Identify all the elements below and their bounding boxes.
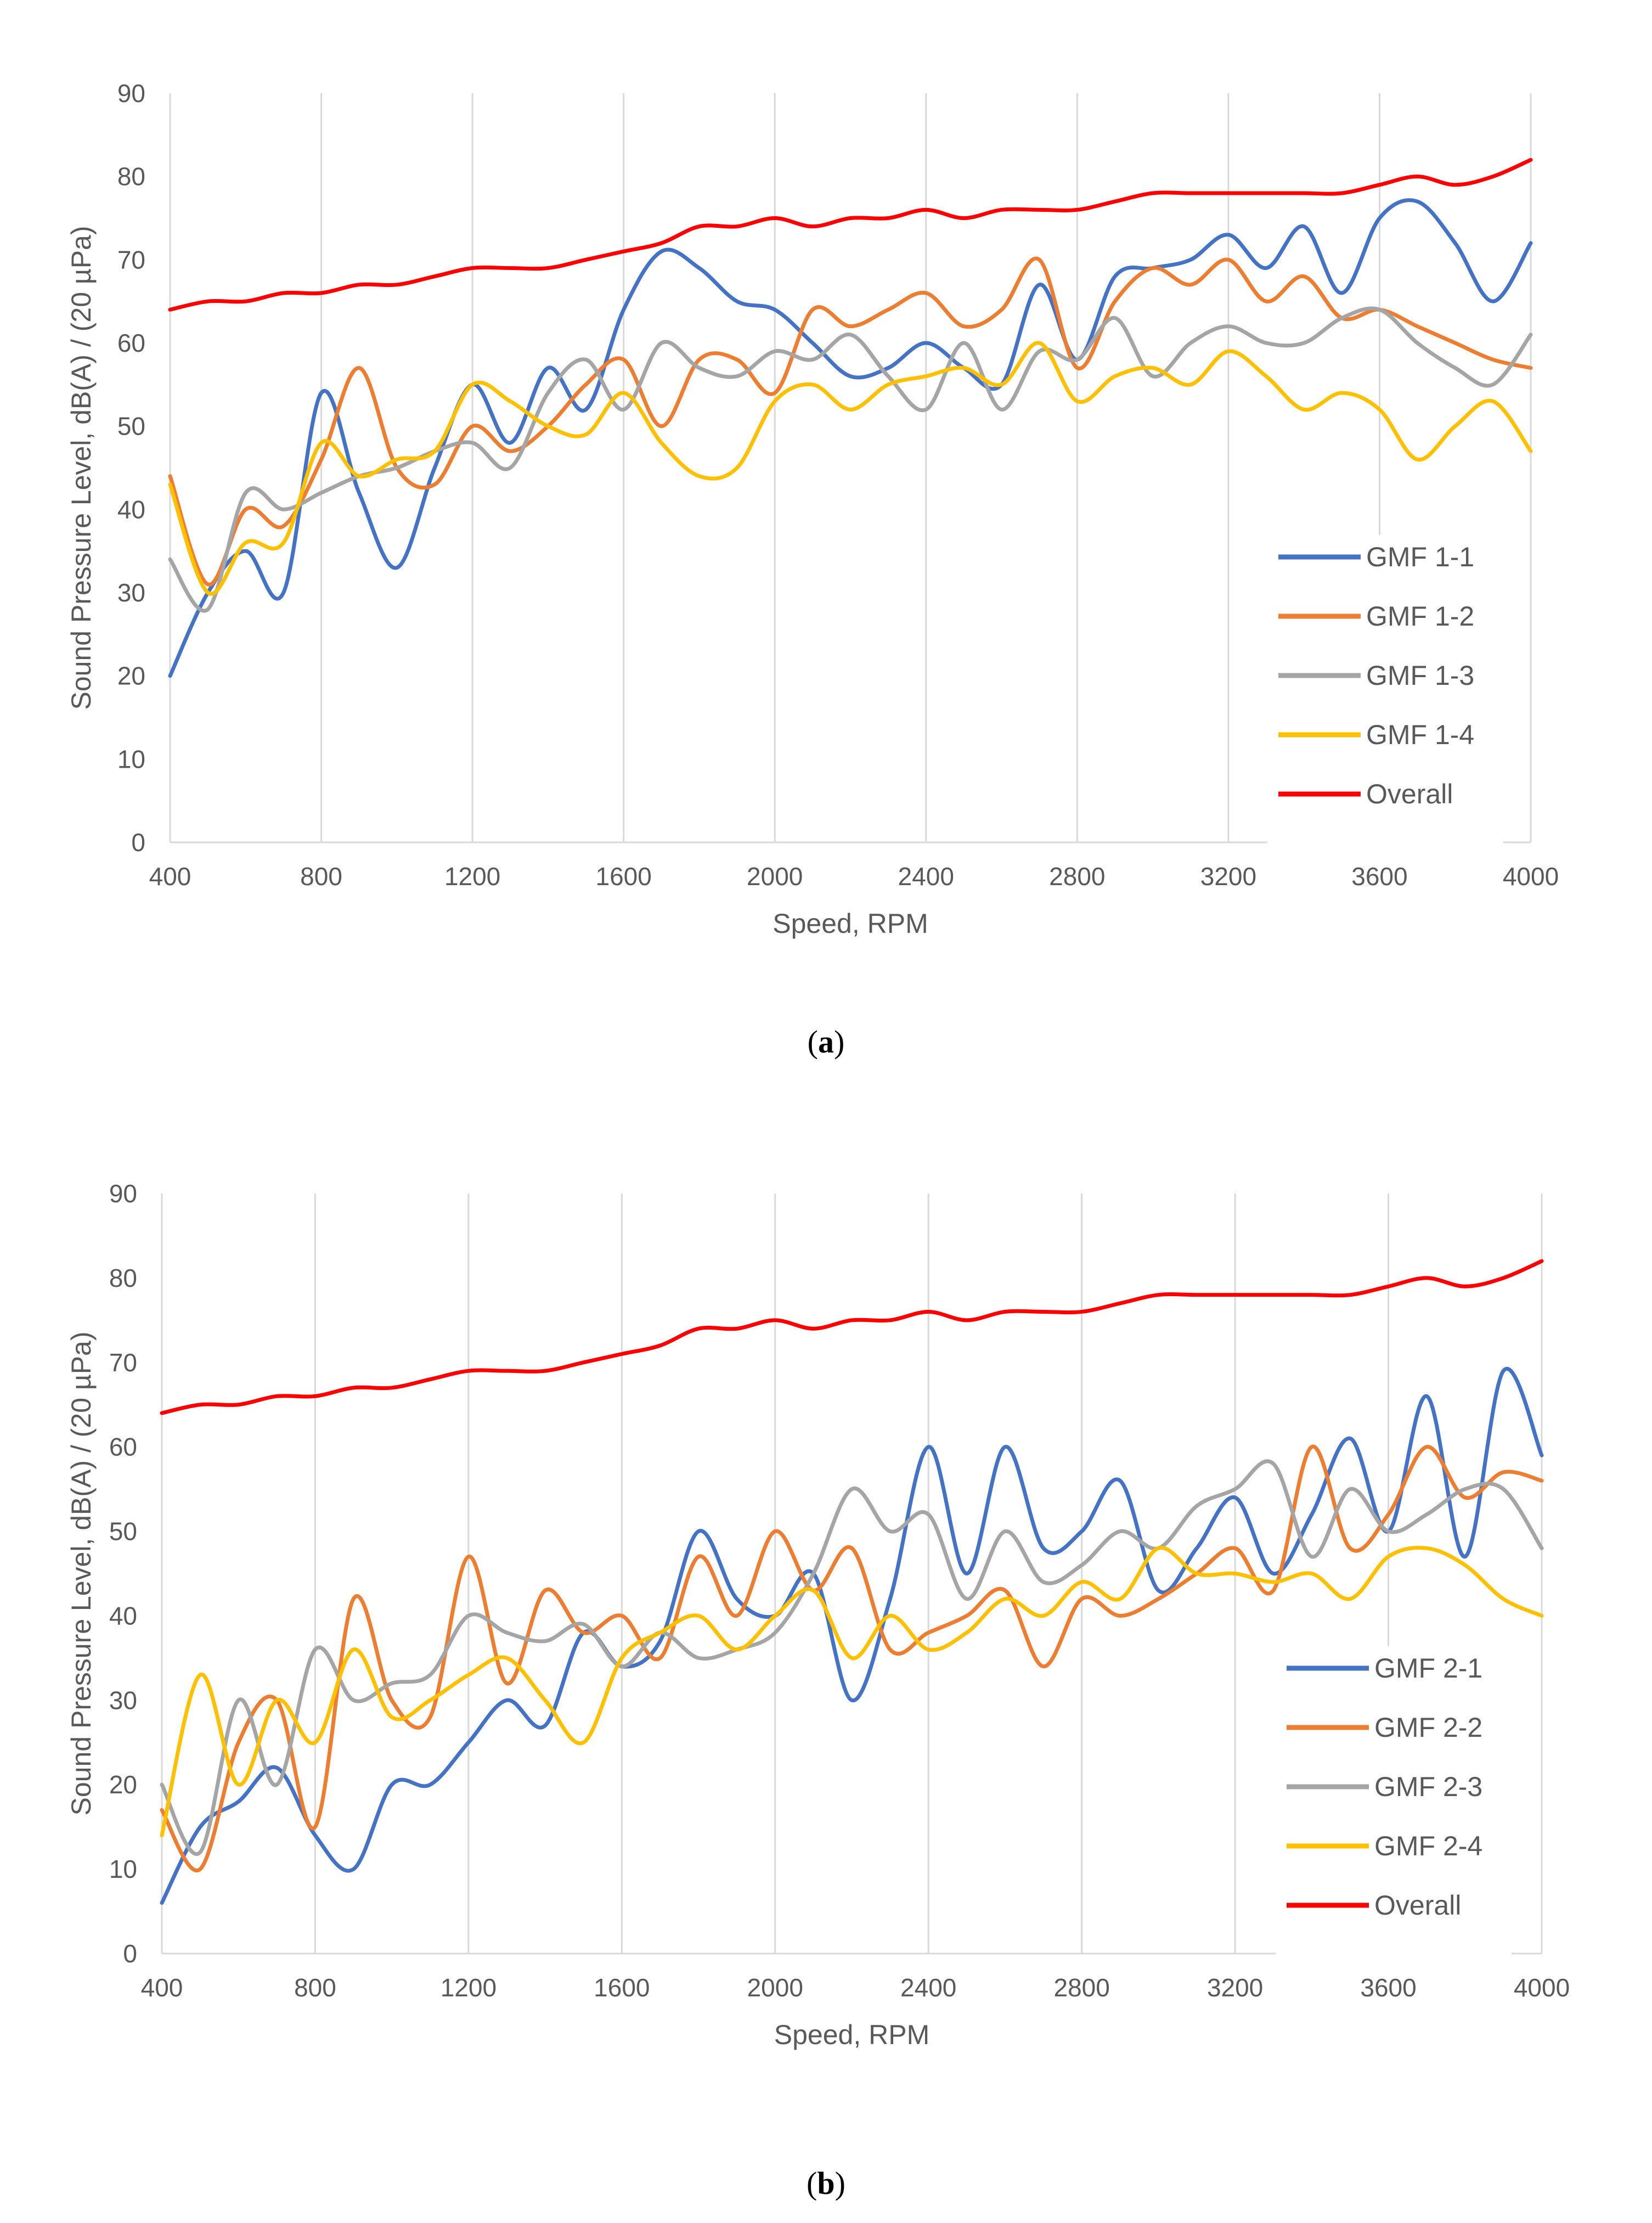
x-tick-label: 2400 — [900, 1973, 956, 2002]
x-tick-label: 2800 — [1049, 862, 1105, 891]
y-axis-title: Sound Pressure Level, dB(A) / (20 µPa) — [66, 226, 97, 710]
x-tick-label: 1200 — [444, 862, 500, 891]
y-tick-label: 10 — [117, 745, 145, 773]
y-tick-label: 30 — [117, 578, 145, 607]
y-tick-label: 20 — [117, 662, 145, 690]
y-tick-label: 50 — [117, 412, 145, 441]
series-line-gmf-2-1 — [160, 1367, 1544, 1905]
series-line-gmf-1-1 — [168, 198, 1533, 678]
x-tick-label: 4000 — [1514, 1973, 1570, 2002]
series-line-gmf-1-4 — [168, 341, 1533, 596]
legend-label: GMF 1-2 — [1366, 601, 1474, 632]
x-tick-label: 400 — [149, 862, 191, 891]
legend-box — [1267, 535, 1503, 853]
x-axis-title: Speed, RPM — [774, 2019, 929, 2050]
x-tick-label: 3200 — [1200, 862, 1256, 891]
x-tick-label: 2000 — [747, 862, 803, 891]
x-tick-label: 1600 — [594, 1973, 650, 2002]
series-line-gmf-1-2 — [168, 256, 1533, 587]
chart-b: 400 800 1200 1600 2000 2400 2800 3200 3600 4000 0 1… — [66, 1179, 1570, 2050]
chart-a: 400 800 1200 1600 2000 2400 2800 3200 3600 4000 0 1… — [66, 79, 1559, 939]
y-tick-label: 40 — [109, 1601, 137, 1630]
y-tick-label: 70 — [109, 1348, 137, 1377]
x-tick-label: 3600 — [1351, 862, 1407, 891]
series-line-overall — [160, 1259, 1544, 1415]
legend-label: GMF 1-1 — [1366, 542, 1474, 572]
legend-label: Overall — [1366, 779, 1453, 809]
y-tick-label: 90 — [117, 79, 145, 108]
series-line-gmf-2-2 — [160, 1444, 1544, 1873]
y-tick-label: 30 — [109, 1686, 137, 1714]
y-tick-label: 60 — [109, 1433, 137, 1461]
legend-label: GMF 2-4 — [1374, 1831, 1482, 1861]
y-tick-label: 80 — [109, 1264, 137, 1292]
x-tick-label: 2400 — [898, 862, 954, 891]
x-tick-label: 2800 — [1053, 1973, 1109, 2002]
legend-label: GMF 1-3 — [1366, 660, 1474, 691]
caption-a: (a) — [807, 1024, 845, 1060]
y-tick-label: 40 — [117, 495, 145, 524]
x-tick-label: 2000 — [747, 1973, 803, 2002]
y-tick-label: 0 — [131, 828, 145, 857]
legend-label: GMF 2-2 — [1374, 1712, 1482, 1743]
series-line-gmf-2-4 — [160, 1545, 1544, 1838]
legend-label: GMF 2-3 — [1374, 1771, 1482, 1802]
x-tick-label: 4000 — [1503, 862, 1559, 891]
y-axis-title: Sound Pressure Level, dB(A) / (20 µPa) — [66, 1331, 97, 1815]
y-tick-label: 90 — [109, 1179, 137, 1208]
y-tick-label: 0 — [123, 1939, 137, 1968]
x-tick-label: 3600 — [1360, 1973, 1416, 2002]
legend-label: GMF 1-4 — [1366, 719, 1474, 750]
legend-label: Overall — [1374, 1890, 1461, 1921]
x-tick-label: 400 — [141, 1973, 183, 2002]
x-tick-label: 3200 — [1207, 1973, 1263, 2002]
y-tick-label: 70 — [117, 245, 145, 274]
y-tick-label: 10 — [109, 1855, 137, 1883]
y-tick-label: 80 — [117, 162, 145, 191]
legend-label: GMF 2-1 — [1374, 1653, 1482, 1684]
series-line-gmf-2-3 — [160, 1459, 1544, 1856]
x-tick-label: 800 — [300, 862, 342, 891]
x-tick-label: 1600 — [595, 862, 651, 891]
x-tick-label: 1200 — [441, 1973, 497, 2002]
y-tick-label: 20 — [109, 1770, 137, 1799]
caption-b: (b) — [807, 2165, 845, 2201]
series-line-overall — [168, 157, 1533, 312]
x-axis-title: Speed, RPM — [773, 908, 928, 939]
series-line-gmf-1-3 — [168, 306, 1533, 613]
y-tick-label: 60 — [117, 329, 145, 357]
x-tick-label: 800 — [294, 1973, 336, 2002]
legend-box — [1276, 1646, 1512, 1965]
y-tick-label: 50 — [109, 1517, 137, 1546]
